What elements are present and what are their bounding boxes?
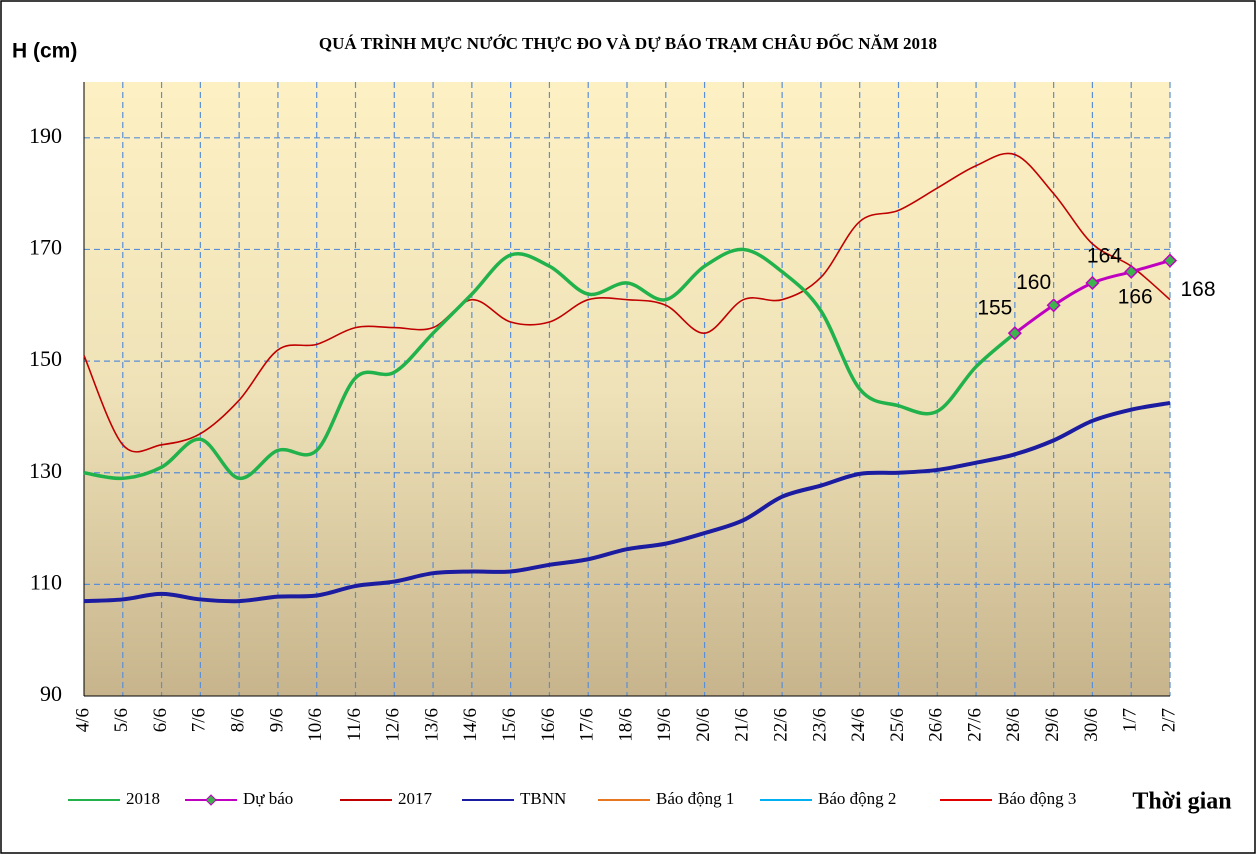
legend-label: Báo động 2 (818, 789, 896, 808)
x-tick-label: 11/6 (344, 708, 365, 741)
x-tick-label: 2/7 (1158, 708, 1179, 732)
x-tick-label: 25/6 (887, 708, 908, 742)
x-tick-label: 19/6 (654, 708, 675, 742)
data-label: 168 (1180, 278, 1215, 301)
x-tick-label: 18/6 (615, 708, 636, 742)
x-tick-label: 21/6 (732, 708, 753, 742)
x-tick-label: 27/6 (964, 708, 985, 742)
legend-label: Dự báo (243, 789, 293, 808)
x-tick-label: 5/6 (111, 708, 132, 732)
line-2 (83, 152, 1171, 453)
data-label: 155 (977, 297, 1012, 320)
marker (1046, 298, 1061, 313)
x-tick-label: 20/6 (693, 708, 714, 742)
x-tick-label: 28/6 (1003, 708, 1024, 742)
data-label: 160 (1016, 271, 1051, 294)
marker (1162, 253, 1178, 268)
x-axis-title: Thời gian (1132, 789, 1231, 815)
x-tick-label: 8/6 (228, 708, 249, 732)
legend-label: 2017 (398, 789, 433, 808)
y-tick-label: 110 (30, 569, 62, 594)
line-0 (83, 247, 1017, 481)
x-tick-label: 23/6 (809, 708, 830, 742)
x-tick-label: 4/6 (72, 708, 93, 732)
line-3 (83, 400, 1171, 604)
y-tick-label: 190 (29, 123, 62, 148)
x-tick-label: 30/6 (1081, 708, 1102, 742)
data-label: 164 (1087, 244, 1122, 267)
x-tick-label: 12/6 (383, 708, 404, 742)
y-tick-label: 90 (40, 681, 62, 706)
legend-label: 2018 (126, 789, 160, 808)
legend-label: Báo động 3 (998, 789, 1076, 808)
x-tick-label: 10/6 (305, 708, 326, 742)
x-tick-label: 17/6 (577, 708, 598, 742)
chart-title: QUÁ TRÌNH MỰC NƯỚC THỰC ĐO VÀ DỰ BÁO TRẠ… (319, 33, 937, 53)
x-tick-label: 26/6 (926, 708, 947, 742)
x-tick-label: 7/6 (189, 708, 210, 732)
marker (1007, 326, 1022, 341)
y-tick-label: 170 (29, 235, 62, 260)
legend-label: TBNN (520, 789, 566, 808)
legend-marker (205, 794, 217, 806)
marker (1124, 264, 1139, 279)
x-tick-label: 1/7 (1120, 708, 1141, 732)
y-tick-label: 130 (29, 458, 62, 483)
x-tick-label: 15/6 (499, 708, 520, 742)
x-tick-label: 14/6 (460, 708, 481, 742)
x-tick-label: 6/6 (150, 708, 171, 732)
x-tick-label: 29/6 (1042, 708, 1063, 742)
x-tick-label: 24/6 (848, 708, 869, 742)
y-tick-label: 150 (29, 346, 62, 371)
data-label: 166 (1118, 285, 1153, 308)
x-tick-label: 13/6 (421, 708, 442, 742)
y-axis-title: H (cm) (12, 40, 77, 63)
marker (1085, 275, 1100, 291)
x-tick-label: 9/6 (266, 708, 287, 732)
legend-label: Báo động 1 (656, 789, 734, 808)
x-tick-label: 16/6 (538, 708, 559, 742)
x-tick-label: 22/6 (771, 708, 792, 742)
